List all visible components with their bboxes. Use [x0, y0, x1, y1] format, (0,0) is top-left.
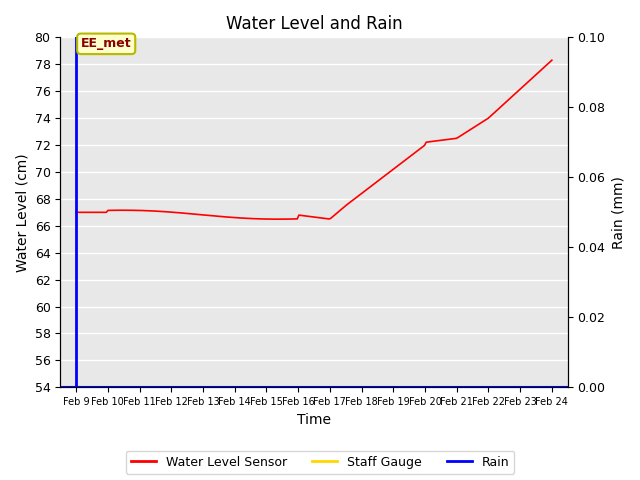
Y-axis label: Rain (mm): Rain (mm) — [611, 176, 625, 249]
Y-axis label: Water Level (cm): Water Level (cm) — [15, 153, 29, 272]
Legend: Water Level Sensor, Staff Gauge, Rain: Water Level Sensor, Staff Gauge, Rain — [125, 451, 515, 474]
X-axis label: Time: Time — [297, 413, 331, 427]
Text: EE_met: EE_met — [81, 37, 131, 50]
Title: Water Level and Rain: Water Level and Rain — [226, 15, 403, 33]
